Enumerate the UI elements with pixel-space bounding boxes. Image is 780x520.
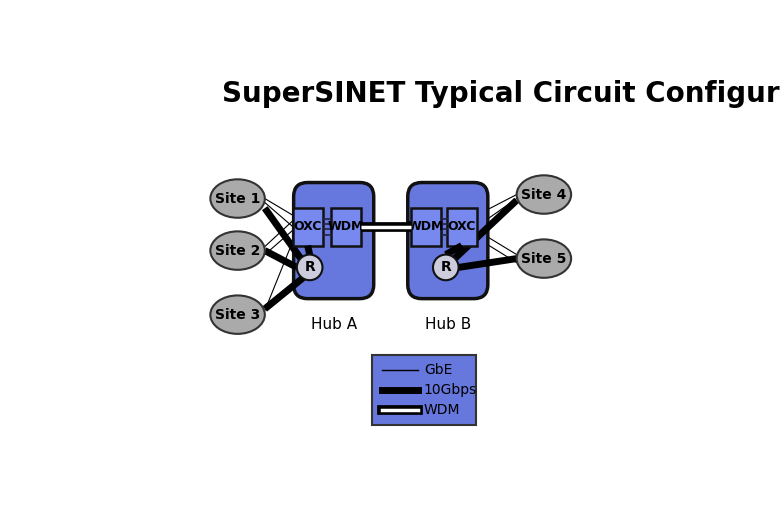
Circle shape: [433, 255, 459, 280]
Bar: [447, 207, 477, 245]
Text: Site 4: Site 4: [521, 188, 566, 202]
Bar: [332, 209, 363, 247]
Text: WDM: WDM: [328, 220, 364, 233]
Bar: [448, 209, 478, 247]
Text: R: R: [304, 261, 315, 275]
Ellipse shape: [211, 295, 265, 334]
Text: OXC: OXC: [293, 220, 322, 233]
Bar: [413, 209, 442, 247]
Bar: [372, 355, 476, 425]
Text: Site 3: Site 3: [215, 308, 261, 322]
Ellipse shape: [516, 175, 571, 214]
Bar: [331, 207, 360, 245]
Text: R: R: [441, 261, 451, 275]
Ellipse shape: [211, 179, 265, 218]
Text: 10Gbps: 10Gbps: [424, 383, 477, 397]
Text: GbE: GbE: [424, 363, 452, 377]
Text: Hub A: Hub A: [310, 317, 356, 332]
Text: Site 5: Site 5: [521, 252, 566, 266]
Text: Site 1: Site 1: [215, 191, 261, 205]
Circle shape: [297, 255, 322, 280]
Text: WDM: WDM: [408, 220, 444, 233]
Text: Hub B: Hub B: [424, 317, 471, 332]
Text: Site 2: Site 2: [215, 243, 261, 257]
Bar: [294, 209, 324, 247]
Ellipse shape: [211, 231, 265, 270]
Text: WDM: WDM: [424, 403, 460, 417]
Text: SuperSINET Typical Circuit Configuration: SuperSINET Typical Circuit Configuration: [222, 81, 780, 108]
FancyBboxPatch shape: [408, 183, 488, 298]
Bar: [411, 207, 441, 245]
FancyBboxPatch shape: [293, 183, 374, 298]
Text: OXC: OXC: [448, 220, 476, 233]
Bar: [292, 207, 323, 245]
Ellipse shape: [516, 239, 571, 278]
